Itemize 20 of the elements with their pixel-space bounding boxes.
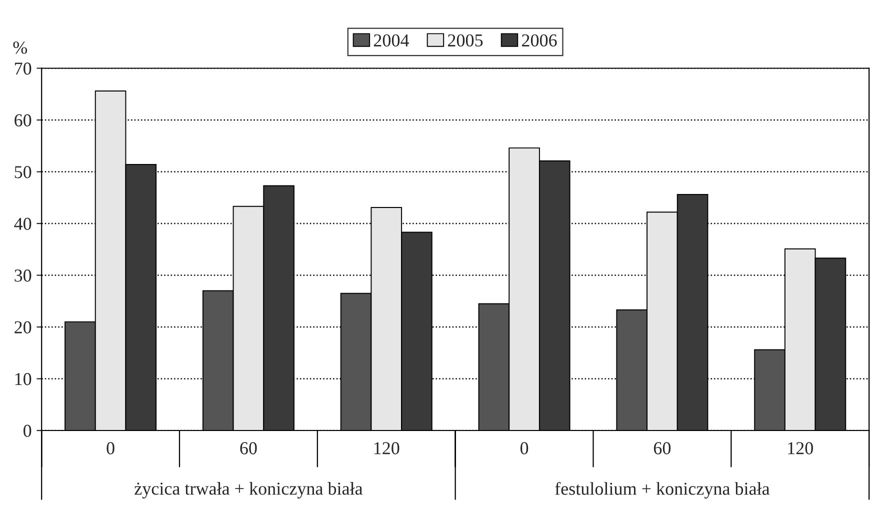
y-tick-label: 10 — [15, 373, 32, 386]
x-tick-label: 60 — [654, 442, 671, 454]
y-tick-label: 60 — [14, 114, 32, 126]
text: życica trwała + koniczyna biała — [134, 482, 363, 498]
y-axis-title: % — [13, 42, 28, 54]
legend-label: 2005 — [448, 34, 483, 47]
y-tick-label: 70 — [15, 62, 32, 75]
x-tick-label: 120 — [788, 442, 813, 454]
y-tick-label: 20 — [14, 321, 32, 334]
text: festulolium + koniczyna biała — [555, 482, 770, 499]
x-tick-label: 0 — [106, 442, 114, 454]
x-tick-label: 0 — [520, 442, 528, 454]
y-tick-label: 50 — [14, 166, 32, 178]
x-tick-label: 120 — [374, 442, 400, 454]
x-tick-label: 60 — [240, 442, 257, 454]
legend-label: 2006 — [522, 34, 557, 47]
y-tick-label: 0 — [24, 424, 32, 437]
y-tick-label: 40 — [14, 218, 32, 230]
legend-label: 2004 — [374, 34, 410, 47]
y-tick-label: 30 — [14, 270, 32, 282]
